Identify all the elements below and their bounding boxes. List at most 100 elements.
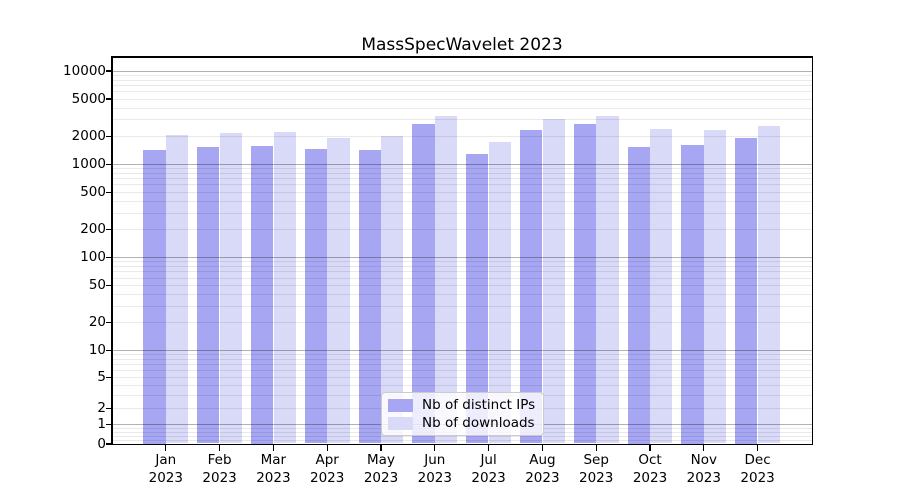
x-tick-label: Jun 2023 <box>405 451 465 488</box>
gridline-minor <box>112 354 812 356</box>
bar-distinct-ips <box>681 144 704 444</box>
bar-distinct-ips <box>251 145 274 444</box>
gridline-minor <box>112 119 812 121</box>
x-tick-label: Aug 2023 <box>512 451 572 488</box>
bar-distinct-ips <box>358 150 381 444</box>
y-tick-mark <box>105 191 111 193</box>
x-tick-month: Nov <box>690 451 717 468</box>
axis-spine <box>811 56 813 445</box>
x-tick-month: Dec <box>744 451 771 468</box>
y-tick-label: 200 <box>80 220 106 237</box>
x-tick-year: 2023 <box>363 470 399 486</box>
y-tick-mark <box>105 135 111 137</box>
bar-downloads <box>596 115 619 444</box>
gridline-minor <box>112 168 812 170</box>
y-tick-mark <box>105 228 111 231</box>
legend-label-distinct-ips: Nb of distinct IPs <box>422 397 536 413</box>
x-tick-month: Apr <box>315 451 339 468</box>
gridline-minor <box>112 266 812 268</box>
x-tick-label: Feb 2023 <box>190 451 250 488</box>
x-tick-month: Jun <box>424 451 446 468</box>
chart-title: MassSpecWavelet 2023 <box>361 35 563 55</box>
x-tick-label: Jan 2023 <box>136 451 196 488</box>
y-tick-mark <box>105 163 111 165</box>
x-tick-month: Oct <box>638 451 662 468</box>
y-tick-label: 0 <box>97 435 106 452</box>
x-tick-year: 2023 <box>310 470 345 486</box>
gridline-minor <box>112 369 812 371</box>
x-tick-year: 2023 <box>256 470 291 486</box>
bar-downloads <box>435 116 458 444</box>
gridline-major <box>112 349 812 351</box>
y-tick-label: 5 <box>97 368 106 385</box>
x-tick-year: 2023 <box>632 470 668 486</box>
axis-spine <box>111 56 113 445</box>
bar-downloads <box>704 130 727 444</box>
gridline-major <box>112 70 812 72</box>
x-tick-mark <box>218 445 221 451</box>
x-tick-label: Sep 2023 <box>566 451 626 488</box>
x-tick-label: Apr 2023 <box>297 451 357 488</box>
y-tick-label: 1000 <box>71 155 106 172</box>
gridline-minor <box>112 74 812 76</box>
bar-distinct-ips <box>627 146 650 444</box>
x-tick-year: 2023 <box>417 470 452 486</box>
x-tick-year: 2023 <box>148 470 183 486</box>
bar-distinct-ips <box>143 149 166 444</box>
bar-distinct-ips <box>304 149 328 444</box>
gridline-minor <box>112 191 812 193</box>
y-tick-mark <box>105 98 111 100</box>
gridline-minor <box>112 135 812 137</box>
x-tick-mark <box>487 445 490 451</box>
axis-spine <box>111 56 813 58</box>
gridline-minor <box>112 178 812 180</box>
x-tick-month: Mar <box>260 451 287 468</box>
bar-distinct-ips <box>466 153 489 444</box>
bar-downloads <box>166 135 189 444</box>
x-tick-month: Jan <box>155 451 177 468</box>
y-tick-mark <box>105 443 111 445</box>
gridline-minor <box>112 200 812 202</box>
x-tick-label: Dec 2023 <box>728 451 788 488</box>
gridline-minor <box>112 435 812 437</box>
y-tick-mark <box>105 284 111 287</box>
gridline-major <box>112 257 812 259</box>
x-tick-year: 2023 <box>471 470 506 486</box>
legend-item-distinct-ips: Nb of distinct IPs <box>388 396 537 414</box>
x-tick-label: Jul 2023 <box>459 451 519 488</box>
x-tick-month: Sep <box>583 451 609 468</box>
bar-distinct-ips <box>573 123 597 444</box>
y-tick-label: 500 <box>80 183 106 200</box>
bar-downloads <box>381 135 404 444</box>
y-tick-label: 1 <box>97 416 106 432</box>
y-tick-mark <box>105 256 111 259</box>
axis-spine <box>111 443 813 446</box>
y-tick-label: 100 <box>80 249 106 265</box>
bar-downloads <box>327 137 350 444</box>
gridline-minor <box>112 385 812 387</box>
bar-distinct-ips <box>197 147 220 444</box>
x-tick-year: 2023 <box>686 470 721 486</box>
bar-distinct-ips <box>735 137 758 444</box>
bar-downloads <box>542 118 565 444</box>
bar-downloads <box>219 132 243 444</box>
x-tick-mark <box>165 445 167 451</box>
gridline-minor <box>112 91 812 93</box>
x-tick-label: Oct 2023 <box>620 451 680 488</box>
gridline-minor <box>112 212 812 214</box>
gridline-major <box>112 163 812 165</box>
x-tick-year: 2023 <box>740 470 775 486</box>
gridline-minor <box>112 184 812 186</box>
x-tick-mark <box>649 445 651 451</box>
gridline-minor <box>112 277 812 279</box>
y-tick-label: 50 <box>88 277 106 294</box>
gridline-minor <box>112 107 812 109</box>
y-tick-label: 10000 <box>63 62 106 79</box>
y-tick-label: 20 <box>88 314 106 331</box>
gridline-minor <box>112 376 812 378</box>
bar-distinct-ips <box>520 129 543 444</box>
gridline-minor <box>112 294 812 296</box>
y-tick-label: 10 <box>88 341 106 358</box>
gridline-minor <box>112 228 812 230</box>
